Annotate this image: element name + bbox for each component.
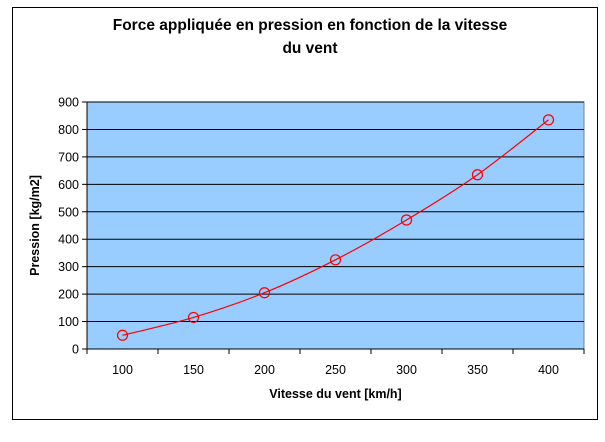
y-tick-label: 800 bbox=[58, 123, 79, 137]
y-tick-label: 500 bbox=[58, 205, 79, 219]
y-tick-label: 0 bbox=[72, 343, 79, 357]
grid-lines bbox=[87, 101, 584, 323]
data-point-marker bbox=[471, 169, 484, 181]
y-tick-label: 400 bbox=[58, 233, 79, 247]
x-tick-label: 200 bbox=[254, 363, 275, 377]
x-axis-ticks: 100 150 200 250 300 350 400 bbox=[86, 348, 585, 377]
y-tick-label: 600 bbox=[58, 178, 79, 192]
series-line bbox=[122, 119, 549, 336]
data-point-marker bbox=[329, 254, 342, 266]
x-tick-label: 400 bbox=[538, 363, 559, 377]
y-tick-label: 900 bbox=[58, 96, 79, 110]
series-group bbox=[116, 114, 555, 341]
data-point-marker bbox=[258, 287, 271, 299]
x-tick-label: 300 bbox=[396, 363, 417, 377]
y-axis-ticks: 0 100 200 300 400 500 600 700 800 900 bbox=[58, 96, 88, 357]
x-tick-label: 150 bbox=[183, 363, 204, 377]
y-tick-label: 700 bbox=[58, 150, 79, 164]
x-axis-title: Vitesse du vent [km/h] bbox=[269, 387, 401, 401]
chart-title-line-1: Force appliquée en pression en fonction … bbox=[112, 17, 508, 34]
y-tick-label: 300 bbox=[58, 260, 79, 274]
data-point-marker bbox=[187, 311, 200, 324]
y-axis-title: Pression [kg/m2] bbox=[28, 175, 42, 276]
x-tick-label: 100 bbox=[112, 363, 133, 377]
data-point-marker bbox=[542, 114, 555, 126]
chart-title-line-2: du vent bbox=[282, 40, 338, 57]
plot-area bbox=[86, 101, 585, 350]
data-point-marker bbox=[400, 214, 413, 226]
y-tick-label: 100 bbox=[58, 315, 79, 329]
x-tick-label: 250 bbox=[325, 363, 346, 377]
x-tick-label: 350 bbox=[467, 363, 488, 377]
data-point-marker bbox=[116, 329, 129, 341]
chart-title: Force appliquée en pression en fonction … bbox=[40, 14, 580, 60]
y-tick-label: 200 bbox=[58, 288, 79, 302]
